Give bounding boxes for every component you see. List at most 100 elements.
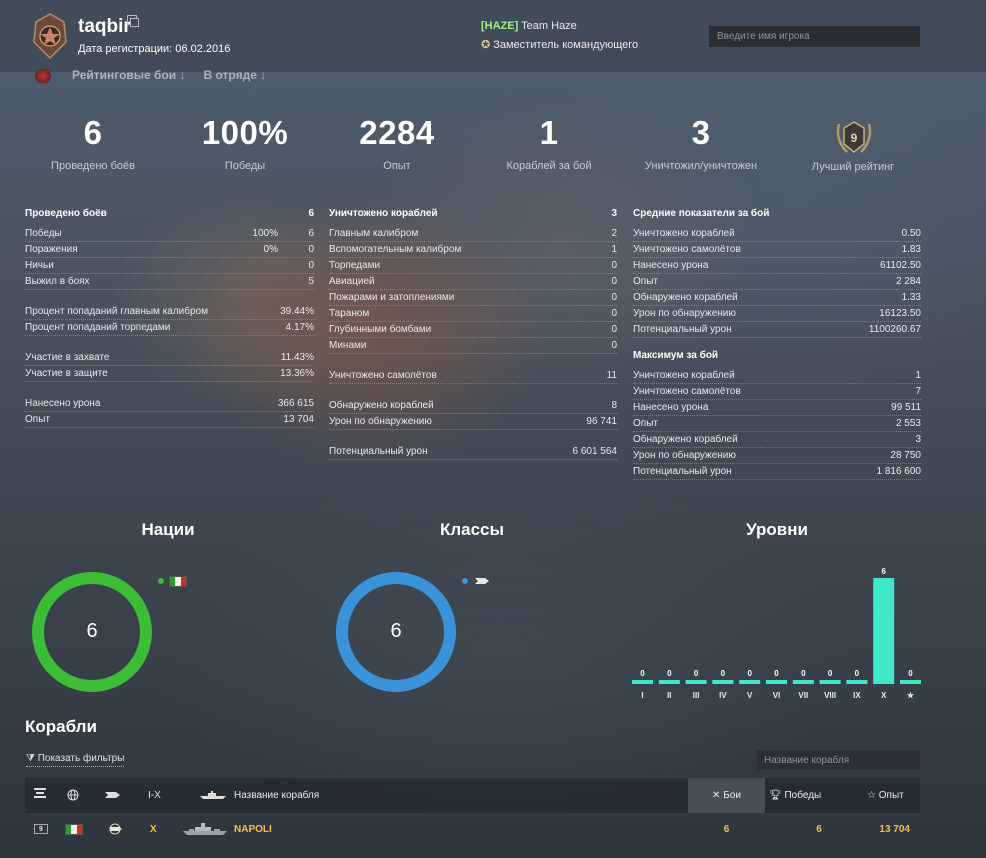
filter-icon: ⧩ xyxy=(26,753,38,764)
stat-row-survived: Выжил в боях 5 xyxy=(25,274,314,290)
stat-row: Опыт 2 284 xyxy=(633,274,921,290)
stat-row: Урон по обнаружению 16123.50 xyxy=(633,306,921,322)
level-tick-label: IX xyxy=(853,691,861,700)
clan-tag[interactable]: [HAZE] xyxy=(481,20,519,32)
ship-image xyxy=(183,814,227,846)
clan-name[interactable]: Team Haze xyxy=(518,20,577,32)
summary-label: Опыт xyxy=(383,160,411,172)
xp-column-header[interactable]: ☆ Опыт xyxy=(867,790,904,801)
copy-icon[interactable] xyxy=(127,15,139,27)
stats-header: Проведено боёв 6 xyxy=(25,208,314,219)
stat-row-capture: Участие в захвате 11.43% xyxy=(25,350,314,366)
nations-donut[interactable] xyxy=(31,571,153,693)
stat-row: Вспомогательным калибром 1 xyxy=(329,242,617,258)
stat-row-damage: Нанесено урона 366 615 xyxy=(25,396,314,412)
stat-row-spotted: Обнаружено кораблей 8 xyxy=(329,398,617,414)
level-bar-10[interactable] xyxy=(873,578,895,684)
level-value-label: 0 xyxy=(774,669,779,678)
classes-legend-dot xyxy=(462,578,468,584)
tier-column-header[interactable]: I-X xyxy=(148,790,161,801)
level-bar-11[interactable] xyxy=(900,680,921,684)
ship-tier: X xyxy=(150,824,157,835)
stat-row: Главным калибром 2 xyxy=(329,226,617,242)
levels-bar-chart: 0 I 0 II 0 III 0 IV 0 V 0 VI 0 VII 0 VIII 0 IX 6 X 0 ★ xyxy=(632,567,921,700)
level-bar-1[interactable] xyxy=(632,680,653,684)
rank-sort-icon[interactable] xyxy=(34,778,46,813)
levels-chart-title: Уровни xyxy=(746,520,808,539)
level-bar-8[interactable] xyxy=(819,680,841,684)
summary-value: 100% xyxy=(201,114,289,151)
player-search-input[interactable] xyxy=(709,26,920,47)
wins-column-header[interactable]: 🏆︎ Победы xyxy=(769,790,822,801)
cruiser-class-icon[interactable] xyxy=(475,577,489,585)
ship-search-input[interactable] xyxy=(757,750,920,770)
level-bar-4[interactable] xyxy=(712,680,734,684)
stat-row-main-hit: Процент попаданий главным калибром 39.44% xyxy=(25,304,314,320)
battle-mode-tabs: Рейтинговые бои ↓ В отряде ↓ xyxy=(32,68,284,83)
level-value-label: 0 xyxy=(667,669,672,678)
stat-row: Опыт 2 553 xyxy=(633,416,921,432)
level-tick-label: I xyxy=(641,691,643,700)
ship-name[interactable]: NAPOLI xyxy=(234,824,272,835)
stat-row-draws: Ничьи 0 xyxy=(25,258,314,274)
level-tick-label: IV xyxy=(719,691,727,700)
level-value-label: 0 xyxy=(694,669,699,678)
stat-row-losses: Поражения 0% 0 xyxy=(25,242,314,258)
stats-header: Средние показатели за бой xyxy=(633,208,770,219)
battles-column-header[interactable]: ✕ Бои xyxy=(688,778,765,813)
level-bar-5[interactable] xyxy=(739,680,761,684)
tab-division[interactable]: В отряде ↓ xyxy=(203,68,267,82)
stats-header: Максимум за бой xyxy=(633,350,719,361)
stat-row: Тараном 0 xyxy=(329,306,617,322)
level-value-label: 0 xyxy=(640,669,645,678)
stats-average-table: Средние показатели за бой Уничтожено кор… xyxy=(633,206,921,480)
tab-ranked[interactable]: Рейтинговые бои ↓ xyxy=(72,68,186,82)
table-row[interactable]: 9 X NAPOLI 6 6 13 704 xyxy=(25,814,920,846)
level-tick-label: II xyxy=(667,691,671,700)
stat-row: Уничтожено кораблей 1 xyxy=(633,368,921,384)
clan-role-label: Заместитель командующего xyxy=(493,39,639,51)
level-tick-label: VI xyxy=(773,691,781,700)
deputy-commander-icon: ✪ xyxy=(481,39,491,51)
classes-chart-title: Классы xyxy=(439,520,505,539)
ship-xp: 13 704 xyxy=(879,824,910,835)
stat-row: Нанесено урона 61102.50 xyxy=(633,258,921,274)
classes-donut[interactable] xyxy=(335,571,457,693)
level-bar-6[interactable] xyxy=(766,680,787,684)
stat-row: Потенциальный урон 1 816 600 xyxy=(633,464,921,480)
classes-donut-ring xyxy=(336,572,456,692)
stat-row: Уничтожено самолётов 7 xyxy=(633,384,921,400)
summary-label: Победы xyxy=(224,160,266,172)
level-tick-label: ★ xyxy=(907,691,915,700)
stat-row: Минами 0 xyxy=(329,338,617,354)
summary-value: 1 xyxy=(539,114,559,151)
show-filters-label: Показать фильтры xyxy=(37,753,125,764)
ship-class-icon xyxy=(107,814,123,846)
summary-kd: 3 Уничтожил/уничтожен xyxy=(621,114,781,172)
rank-badge-small: 9 xyxy=(34,814,48,846)
level-bar-9[interactable] xyxy=(846,680,868,684)
italy-flag-icon[interactable] xyxy=(169,576,187,587)
summary-ships-per-battle: 1 Кораблей за бой xyxy=(469,114,629,172)
italy-flag-icon xyxy=(65,814,83,846)
clan-link[interactable]: [HAZE] Team Haze xyxy=(481,20,577,32)
show-filters-link[interactable]: ⧩ Показать фильтры xyxy=(26,753,125,767)
stat-row-xp: Опыт 13 704 xyxy=(25,412,314,428)
level-bar-7[interactable] xyxy=(792,680,814,684)
stat-row-wins: Победы 100% 6 xyxy=(25,226,314,242)
nations-legend-dot xyxy=(158,578,164,584)
nation-globe-icon[interactable] xyxy=(67,778,79,813)
ship-name-column-header[interactable]: Название корабля xyxy=(234,790,320,801)
trophy-icon: 🏆︎ xyxy=(769,790,785,801)
summary-label: Проведено боёв xyxy=(51,160,135,172)
nations-donut-value: 6 xyxy=(86,620,98,642)
ship-class-filter-icon[interactable] xyxy=(105,778,121,813)
level-bar-3[interactable] xyxy=(685,680,707,684)
stat-row: Уничтожено самолётов 1.83 xyxy=(633,242,921,258)
level-bar-2[interactable] xyxy=(658,680,680,684)
stat-row-torp-hit: Процент попаданий торпедами 4.17% xyxy=(25,320,314,336)
ship-battles: 6 xyxy=(723,824,730,835)
stat-row: Обнаружено кораблей 3 xyxy=(633,432,921,448)
stat-row-defense: Участие в защите 13.36% xyxy=(25,366,314,382)
level-tick-label: III xyxy=(693,691,700,700)
